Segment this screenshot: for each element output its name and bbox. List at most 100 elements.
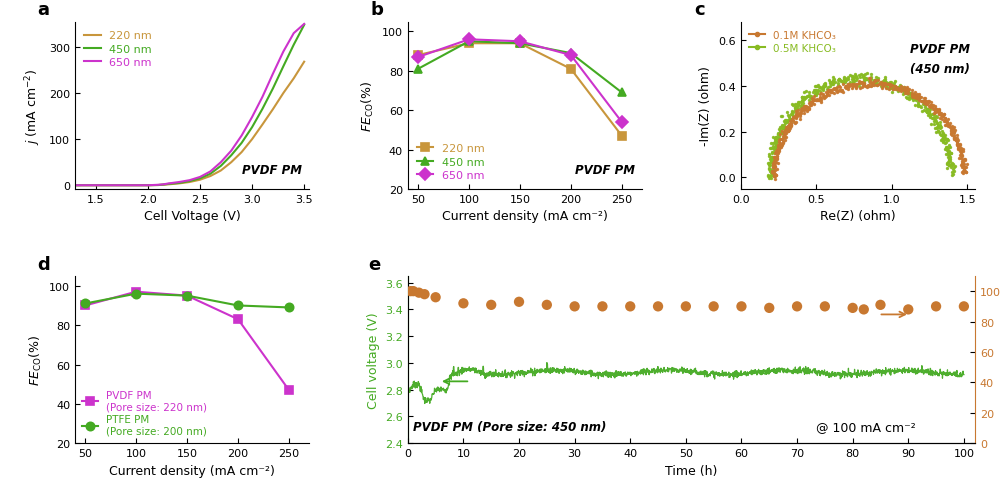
Point: [927, 125, 943, 133]
Point: [936, 133, 952, 141]
450 nm: [184, 179, 196, 185]
Point: [771, 126, 787, 134]
Point: [790, 102, 806, 110]
Point: [954, 161, 970, 169]
Point: [765, 160, 781, 168]
Point: [852, 74, 868, 82]
Point: [923, 120, 939, 128]
Y-axis label: -Im(Z) (ohm): -Im(Z) (ohm): [699, 66, 712, 146]
Point: [943, 125, 959, 133]
Point: [764, 172, 780, 180]
Point: [778, 126, 794, 134]
Point: [796, 103, 812, 111]
Point: [856, 82, 872, 90]
220 nm: [514, 41, 526, 47]
Point: [941, 162, 957, 170]
Point: [903, 94, 919, 102]
PTFE PM
(Pore size: 200 nm): (50, 91): 200 nm): (50, 91): [79, 301, 91, 307]
450 nm: [298, 23, 310, 29]
Point: [767, 154, 783, 162]
Point: [936, 135, 952, 143]
Point: [784, 111, 800, 119]
Point: [803, 93, 819, 101]
Point: [815, 87, 831, 95]
Point: [880, 80, 896, 88]
Point: [761, 175, 777, 183]
Point: [812, 94, 828, 102]
Point: [874, 82, 890, 90]
Point: [937, 131, 953, 139]
Text: e: e: [368, 255, 380, 273]
Point: [768, 134, 784, 142]
Point: [768, 172, 784, 180]
Point: [817, 83, 833, 91]
Point: [958, 169, 974, 177]
Point: [793, 108, 809, 116]
Point: [761, 153, 777, 161]
650 nm: [463, 37, 475, 43]
Point: [911, 97, 927, 105]
Point: [938, 138, 954, 146]
Point: [914, 108, 930, 116]
Point: [951, 144, 967, 152]
Point: [807, 91, 823, 99]
Point: [899, 90, 915, 98]
Point: [864, 82, 880, 90]
Point: [926, 117, 942, 125]
Point: [760, 171, 776, 179]
Point: [958, 168, 974, 176]
Point: [933, 124, 949, 132]
Point: [785, 109, 801, 117]
Point: [768, 158, 784, 166]
Point: [955, 170, 971, 178]
Point: [768, 135, 784, 143]
Point: [771, 135, 787, 143]
Point: [567, 303, 583, 311]
Point: [798, 88, 814, 96]
Point: [813, 90, 829, 98]
Point: [807, 83, 823, 91]
Point: [931, 107, 947, 115]
Point: [800, 93, 816, 101]
220 nm: [412, 53, 424, 59]
Point: [956, 164, 972, 172]
Point: [948, 137, 964, 145]
Point: [921, 111, 937, 119]
Point: [837, 83, 853, 91]
650 nm: [163, 181, 175, 187]
Line: 450 nm: 450 nm: [414, 38, 626, 97]
Point: [825, 74, 841, 82]
Point: [862, 75, 878, 83]
Point: [938, 146, 954, 154]
Point: [772, 131, 788, 139]
Point: [774, 130, 790, 138]
Point: [877, 78, 893, 86]
Point: [926, 111, 942, 119]
Point: [781, 122, 797, 130]
Point: [817, 93, 833, 101]
Point: [891, 84, 907, 92]
Point: [856, 82, 872, 90]
Point: [909, 94, 925, 102]
Point: [789, 101, 805, 109]
Point: [883, 83, 899, 91]
650 nm: [131, 183, 144, 189]
Point: [939, 121, 955, 129]
Point: [857, 71, 873, 79]
Point: [844, 81, 860, 89]
Point: [774, 113, 790, 121]
Point: [416, 291, 432, 299]
Point: [895, 87, 911, 95]
Point: [852, 79, 868, 87]
Point: [904, 95, 920, 103]
Point: [904, 91, 920, 99]
Point: [899, 84, 915, 92]
Point: [875, 81, 891, 89]
Point: [852, 80, 868, 88]
Point: [826, 89, 842, 97]
Point: [858, 76, 874, 84]
Point: [886, 85, 902, 93]
Point: [792, 116, 808, 124]
450 nm: [194, 176, 206, 182]
Point: [886, 80, 902, 88]
